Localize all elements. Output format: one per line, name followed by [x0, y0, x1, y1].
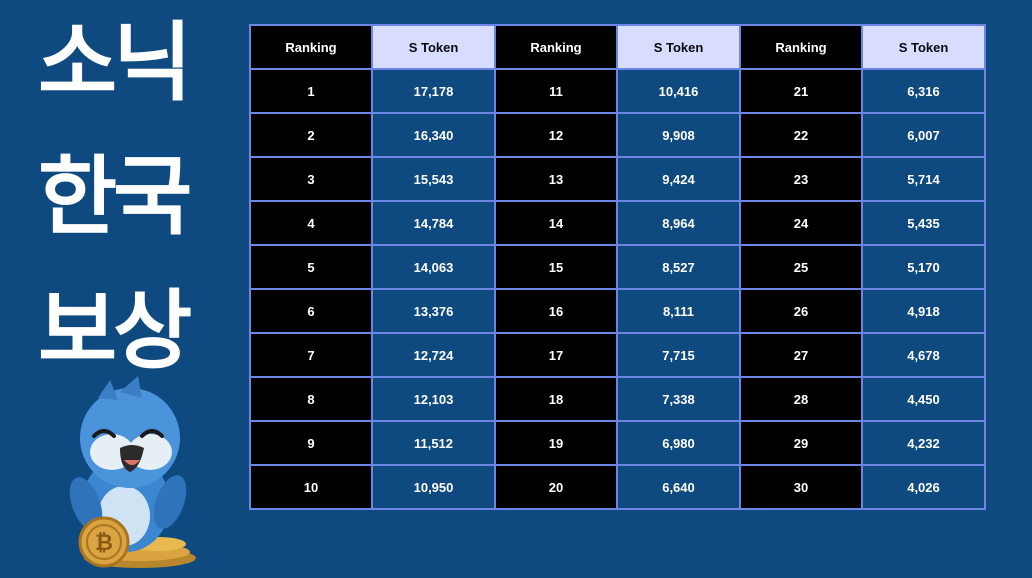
s-token-cell: 14,063 [371, 244, 496, 290]
table-row: 3 15,543 13 9,424 23 5,714 [249, 156, 986, 202]
page-title: 소닉 한국 보상 [38, 20, 238, 422]
ranking-cell: 13 [494, 156, 618, 202]
ranking-cell: 4 [249, 200, 373, 246]
ranking-cell: 26 [739, 288, 863, 334]
reward-ranking-table: Ranking S Token Ranking S Token Ranking … [249, 24, 986, 510]
s-token-cell: 7,338 [616, 376, 741, 422]
s-token-cell: 12,724 [371, 332, 496, 378]
ranking-cell: 28 [739, 376, 863, 422]
table-row: 1 17,178 11 10,416 21 6,316 [249, 68, 986, 114]
ranking-cell: 1 [249, 68, 373, 114]
table-row: 6 13,376 16 8,111 26 4,918 [249, 288, 986, 334]
s-token-cell: 9,424 [616, 156, 741, 202]
s-token-cell: 16,340 [371, 112, 496, 158]
header-ranking: Ranking [494, 24, 618, 70]
ranking-cell: 10 [249, 464, 373, 510]
ranking-cell: 20 [494, 464, 618, 510]
s-token-cell: 5,435 [861, 200, 986, 246]
s-token-cell: 6,640 [616, 464, 741, 510]
s-token-cell: 17,178 [371, 68, 496, 114]
ranking-cell: 3 [249, 156, 373, 202]
table-row: 7 12,724 17 7,715 27 4,678 [249, 332, 986, 378]
ranking-cell: 17 [494, 332, 618, 378]
ranking-cell: 5 [249, 244, 373, 290]
s-token-cell: 9,908 [616, 112, 741, 158]
s-token-cell: 15,543 [371, 156, 496, 202]
s-token-cell: 4,232 [861, 420, 986, 466]
ranking-cell: 15 [494, 244, 618, 290]
s-token-cell: 10,416 [616, 68, 741, 114]
ranking-cell: 29 [739, 420, 863, 466]
table-row: 9 11,512 19 6,980 29 4,232 [249, 420, 986, 466]
table-row: 5 14,063 15 8,527 25 5,170 [249, 244, 986, 290]
table-row: 8 12,103 18 7,338 28 4,450 [249, 376, 986, 422]
s-token-cell: 4,678 [861, 332, 986, 378]
table-row: 4 14,784 14 8,964 24 5,435 [249, 200, 986, 246]
s-token-cell: 6,980 [616, 420, 741, 466]
s-token-cell: 6,007 [861, 112, 986, 158]
blue-bird-mascot-with-bitcoin-icon: ₿ [58, 376, 208, 572]
ranking-cell: 6 [249, 288, 373, 334]
svg-text:₿: ₿ [95, 531, 113, 556]
ranking-cell: 21 [739, 68, 863, 114]
ranking-cell: 2 [249, 112, 373, 158]
s-token-cell: 10,950 [371, 464, 496, 510]
s-token-cell: 6,316 [861, 68, 986, 114]
header-ranking: Ranking [249, 24, 373, 70]
title-line-1: 소닉 [38, 13, 192, 113]
ranking-cell: 16 [494, 288, 618, 334]
s-token-cell: 12,103 [371, 376, 496, 422]
s-token-cell: 4,450 [861, 376, 986, 422]
ranking-cell: 18 [494, 376, 618, 422]
ranking-cell: 9 [249, 420, 373, 466]
ranking-cell: 19 [494, 420, 618, 466]
s-token-cell: 5,170 [861, 244, 986, 290]
title-line-3: 보상 [38, 281, 192, 381]
s-token-cell: 8,964 [616, 200, 741, 246]
header-s-token: S Token [861, 24, 986, 70]
ranking-cell: 25 [739, 244, 863, 290]
title-line-2: 한국 [38, 147, 192, 247]
header-s-token: S Token [371, 24, 496, 70]
s-token-cell: 11,512 [371, 420, 496, 466]
s-token-cell: 7,715 [616, 332, 741, 378]
ranking-cell: 12 [494, 112, 618, 158]
ranking-cell: 14 [494, 200, 618, 246]
s-token-cell: 8,111 [616, 288, 741, 334]
table-row: 10 10,950 20 6,640 30 4,026 [249, 464, 986, 510]
ranking-cell: 7 [249, 332, 373, 378]
header-s-token: S Token [616, 24, 741, 70]
table-row: 2 16,340 12 9,908 22 6,007 [249, 112, 986, 158]
s-token-cell: 8,527 [616, 244, 741, 290]
ranking-cell: 30 [739, 464, 863, 510]
table-header-row: Ranking S Token Ranking S Token Ranking … [249, 24, 986, 70]
header-ranking: Ranking [739, 24, 863, 70]
s-token-cell: 13,376 [371, 288, 496, 334]
ranking-cell: 11 [494, 68, 618, 114]
s-token-cell: 4,026 [861, 464, 986, 510]
s-token-cell: 4,918 [861, 288, 986, 334]
ranking-cell: 8 [249, 376, 373, 422]
s-token-cell: 5,714 [861, 156, 986, 202]
ranking-cell: 23 [739, 156, 863, 202]
s-token-cell: 14,784 [371, 200, 496, 246]
ranking-cell: 24 [739, 200, 863, 246]
ranking-cell: 27 [739, 332, 863, 378]
ranking-cell: 22 [739, 112, 863, 158]
